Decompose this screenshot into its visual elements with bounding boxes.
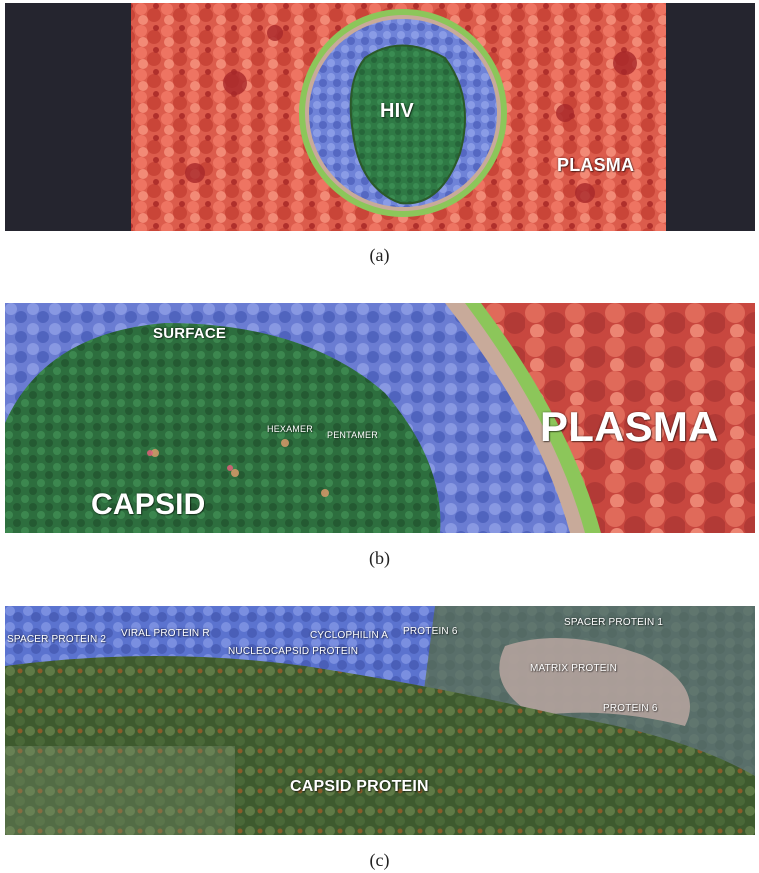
panel-b-image bbox=[5, 303, 755, 533]
label-pentamer: PENTAMER bbox=[327, 430, 378, 440]
label-hiv: HIV bbox=[380, 100, 414, 122]
panel-c-image bbox=[5, 606, 755, 835]
caption-c: (c) bbox=[369, 850, 390, 870]
label-plasma-a: PLASMA bbox=[557, 155, 635, 175]
label-hexamer: HEXAMER bbox=[267, 424, 313, 434]
panel-a: HIV PLASMA bbox=[5, 3, 755, 231]
label-cyclophilin-a: CYCLOPHILIN A bbox=[310, 630, 389, 641]
label-matrix-protein: MATRIX PROTEIN bbox=[530, 663, 618, 674]
label-spacer-protein-2: SPACER PROTEIN 2 bbox=[7, 634, 107, 645]
label-protein-6-top: PROTEIN 6 bbox=[403, 626, 458, 637]
panel-b: SURFACE HEXAMER PENTAMER CAPSID PLASMA bbox=[5, 303, 755, 533]
label-capsid-protein: CAPSID PROTEIN bbox=[290, 778, 429, 795]
label-capsid: CAPSID bbox=[91, 488, 206, 521]
label-plasma-b: PLASMA bbox=[540, 403, 719, 450]
caption-b: (b) bbox=[369, 548, 390, 568]
label-nucleocapsid-protein: NUCLEOCAPSID PROTEIN bbox=[228, 646, 359, 657]
label-spacer-protein-1: SPACER PROTEIN 1 bbox=[564, 617, 664, 628]
label-surface: SURFACE bbox=[153, 325, 227, 342]
label-protein-6-lower: PROTEIN 6 bbox=[603, 703, 658, 714]
label-viral-protein-r: VIRAL PROTEIN R bbox=[121, 628, 210, 639]
panel-c: SPACER PROTEIN 2 VIRAL PROTEIN R NUCLEOC… bbox=[5, 606, 755, 835]
panel-a-image bbox=[5, 3, 755, 231]
caption-a: (a) bbox=[369, 245, 390, 265]
